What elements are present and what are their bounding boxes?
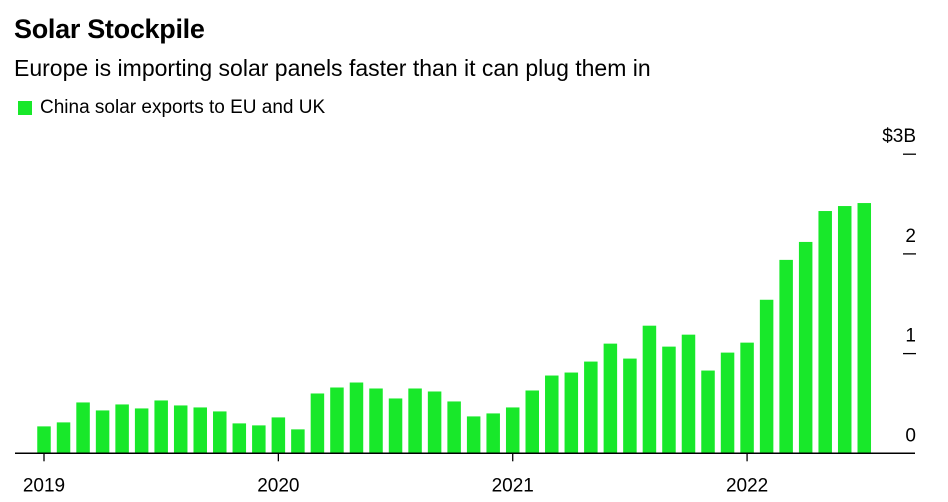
chart-subtitle: Europe is importing solar panels faster …	[14, 55, 651, 81]
x-tick-label-2019: 2019	[23, 475, 65, 496]
bar-2021-02	[525, 390, 539, 454]
bar-2021-07	[623, 358, 637, 454]
legend: China solar exports to EU and UK	[18, 97, 325, 119]
bar-2021-12	[720, 352, 735, 454]
bar-2020-09	[427, 391, 442, 454]
bar-2019-02	[56, 422, 71, 454]
bar-2020-05	[349, 382, 364, 454]
bar-2022-07	[857, 203, 872, 454]
bar-2022-04	[798, 241, 813, 454]
chart-title: Solar Stockpile	[14, 14, 205, 44]
bar-2020-08	[408, 388, 422, 454]
bar-2020-06	[369, 388, 383, 454]
bar-2021-06	[603, 343, 618, 454]
bar-2020-12	[486, 413, 500, 454]
bar-2022-02	[759, 299, 774, 454]
y-tick-label-1: 1	[905, 326, 916, 347]
bar-2019-04	[95, 410, 110, 454]
bar-2019-03	[76, 402, 90, 454]
bar-2022-06	[837, 206, 852, 454]
legend-swatch	[18, 101, 32, 115]
bar-2019-01	[37, 426, 51, 454]
bar-2019-11	[232, 423, 247, 454]
bar-2022-01	[740, 342, 754, 454]
bar-2021-11	[701, 370, 715, 454]
bar-2019-08	[173, 405, 188, 454]
y-tick-label-2: 2	[905, 226, 916, 247]
bar-2020-11	[466, 416, 481, 454]
bar-2021-09	[662, 346, 676, 454]
bar-2021-03	[545, 375, 559, 454]
bar-2022-05	[818, 211, 832, 454]
x-tick-label-2020: 2020	[257, 475, 299, 496]
y-tick-label-3: $3B	[882, 126, 916, 147]
bar-2019-07	[154, 400, 168, 454]
bar-2020-07	[388, 398, 403, 454]
bar-2020-03	[310, 393, 325, 454]
bar-2021-10	[681, 334, 696, 454]
x-tick-label-2021: 2021	[492, 475, 534, 496]
legend-label: China solar exports to EU and UK	[40, 97, 326, 118]
bar-2021-05	[584, 361, 598, 454]
bar-2019-12	[252, 425, 266, 454]
bar-2020-04	[330, 387, 344, 454]
bar-2019-10	[213, 411, 227, 454]
bar-2022-03	[779, 259, 793, 454]
bar-2019-05	[115, 404, 129, 454]
bar-2021-08	[642, 325, 657, 454]
bar-2021-04	[564, 372, 579, 454]
bar-2020-10	[447, 401, 461, 454]
y-tick-label-0: 0	[905, 425, 916, 446]
bar-2020-01	[271, 417, 286, 454]
bar-2020-02	[291, 429, 305, 454]
x-tick-label-2022: 2022	[726, 475, 768, 496]
bar-2019-06	[134, 408, 149, 454]
bar-2021-01	[505, 407, 520, 454]
bar-2019-09	[193, 407, 207, 454]
